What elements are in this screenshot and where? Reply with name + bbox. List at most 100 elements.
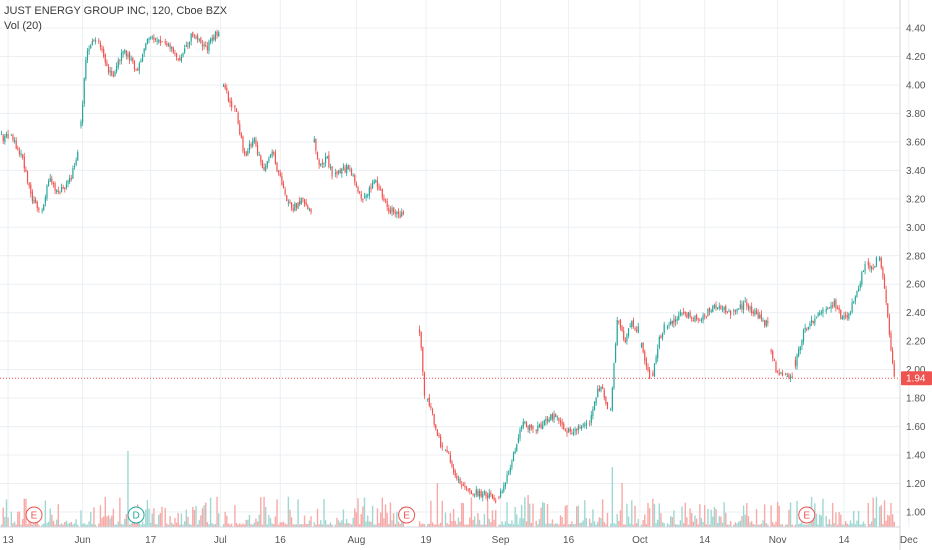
candle-body <box>347 165 349 170</box>
volume-bar <box>767 524 769 527</box>
volume-bar <box>525 521 528 527</box>
candle-body <box>320 163 322 166</box>
volume-bar <box>475 524 477 527</box>
volume-bar <box>130 523 132 527</box>
volume-bar <box>107 515 110 527</box>
volume-bar <box>679 520 682 527</box>
candle-body <box>475 489 477 495</box>
candle-body <box>51 178 53 184</box>
volume-bar <box>543 502 546 527</box>
volume-bar <box>435 524 437 527</box>
volume-bar <box>120 523 123 527</box>
candle-body <box>428 397 430 406</box>
symbol-title[interactable]: JUST ENERGY GROUP INC, 120, Cboe BZX <box>4 5 228 17</box>
candle-body <box>334 172 336 174</box>
time-tick-label: 14 <box>699 535 711 546</box>
candle-body <box>125 50 127 56</box>
candle-body <box>22 154 24 158</box>
candle-body <box>454 471 456 476</box>
volume-bar <box>101 517 103 527</box>
earnings-event-marker[interactable]: E <box>398 506 416 524</box>
candle-body <box>791 376 793 378</box>
candle-body <box>644 351 646 361</box>
volume-bar <box>284 523 286 527</box>
volume-bar <box>143 524 145 527</box>
candle-body <box>286 195 288 202</box>
candle-body <box>477 490 479 496</box>
candle-body <box>192 32 194 37</box>
volume-bar <box>51 514 53 527</box>
volume-bar <box>378 523 380 527</box>
candle-body <box>465 487 468 489</box>
candle-body <box>325 156 327 163</box>
volume-bar <box>323 499 325 527</box>
candle-body <box>140 60 142 63</box>
candle-body <box>211 37 213 41</box>
volume-bar <box>388 524 390 527</box>
earnings-event-marker[interactable]: E <box>798 506 816 524</box>
volume-bar <box>776 501 779 527</box>
volume-bar <box>804 524 806 527</box>
candle-body <box>73 165 76 167</box>
candle-body <box>35 199 37 203</box>
candle-body <box>384 199 387 201</box>
volume-bar <box>175 522 178 527</box>
volume-bar <box>736 523 738 527</box>
candle-body <box>478 490 481 497</box>
candle-body <box>386 200 388 207</box>
candle-body <box>499 491 502 497</box>
price-tick-label: 4.40 <box>906 24 926 35</box>
candle-body <box>112 74 114 77</box>
dividend-event-marker[interactable]: D <box>127 506 145 524</box>
volume-bar <box>571 521 573 527</box>
candle-body <box>715 304 717 309</box>
volume-bar <box>47 521 50 527</box>
volume-bar <box>509 523 511 527</box>
volume-bar <box>585 518 588 527</box>
candle-body <box>880 258 882 268</box>
earnings-event-marker[interactable]: E <box>25 506 43 524</box>
candle-body <box>359 191 361 193</box>
candle-body <box>292 208 294 211</box>
candle-body <box>388 207 390 212</box>
candle-body <box>610 409 612 411</box>
volume-bar <box>512 524 515 527</box>
volume-bar <box>392 513 395 527</box>
volume-bar <box>819 514 821 527</box>
volume-bar <box>261 524 264 527</box>
price-tick-label: 3.20 <box>906 194 926 205</box>
candle-body <box>341 168 343 174</box>
volume-bar <box>266 524 268 527</box>
volume-bar <box>660 513 662 527</box>
volume-bar <box>127 451 129 527</box>
candle-body <box>882 267 884 278</box>
candle-body <box>218 32 220 37</box>
volume-bar <box>796 500 798 527</box>
candle-body <box>371 182 374 189</box>
volume-bar <box>532 503 534 527</box>
candle-body <box>832 305 834 307</box>
candle-body <box>657 348 659 359</box>
candle-body <box>122 51 124 54</box>
candle-body <box>135 69 137 71</box>
price-tick-label: 3.60 <box>906 137 926 148</box>
volume-bar <box>874 518 876 527</box>
candle-body <box>256 145 259 155</box>
candle-body <box>699 320 701 322</box>
volume-bar <box>469 517 471 527</box>
volume-bar <box>689 508 691 527</box>
candle-body <box>44 197 46 204</box>
volume-bar <box>451 521 453 527</box>
volume-bar <box>368 521 371 527</box>
candle-body <box>114 71 116 77</box>
volume-bar <box>631 500 633 527</box>
candle-body <box>733 310 735 312</box>
volume-bar <box>256 521 259 527</box>
volume-indicator-label[interactable]: Vol (20) <box>4 20 42 32</box>
volume-bar <box>140 524 142 527</box>
price-tick-label: 2.60 <box>906 280 926 291</box>
candle-body <box>811 319 813 323</box>
candle-body <box>738 308 740 310</box>
